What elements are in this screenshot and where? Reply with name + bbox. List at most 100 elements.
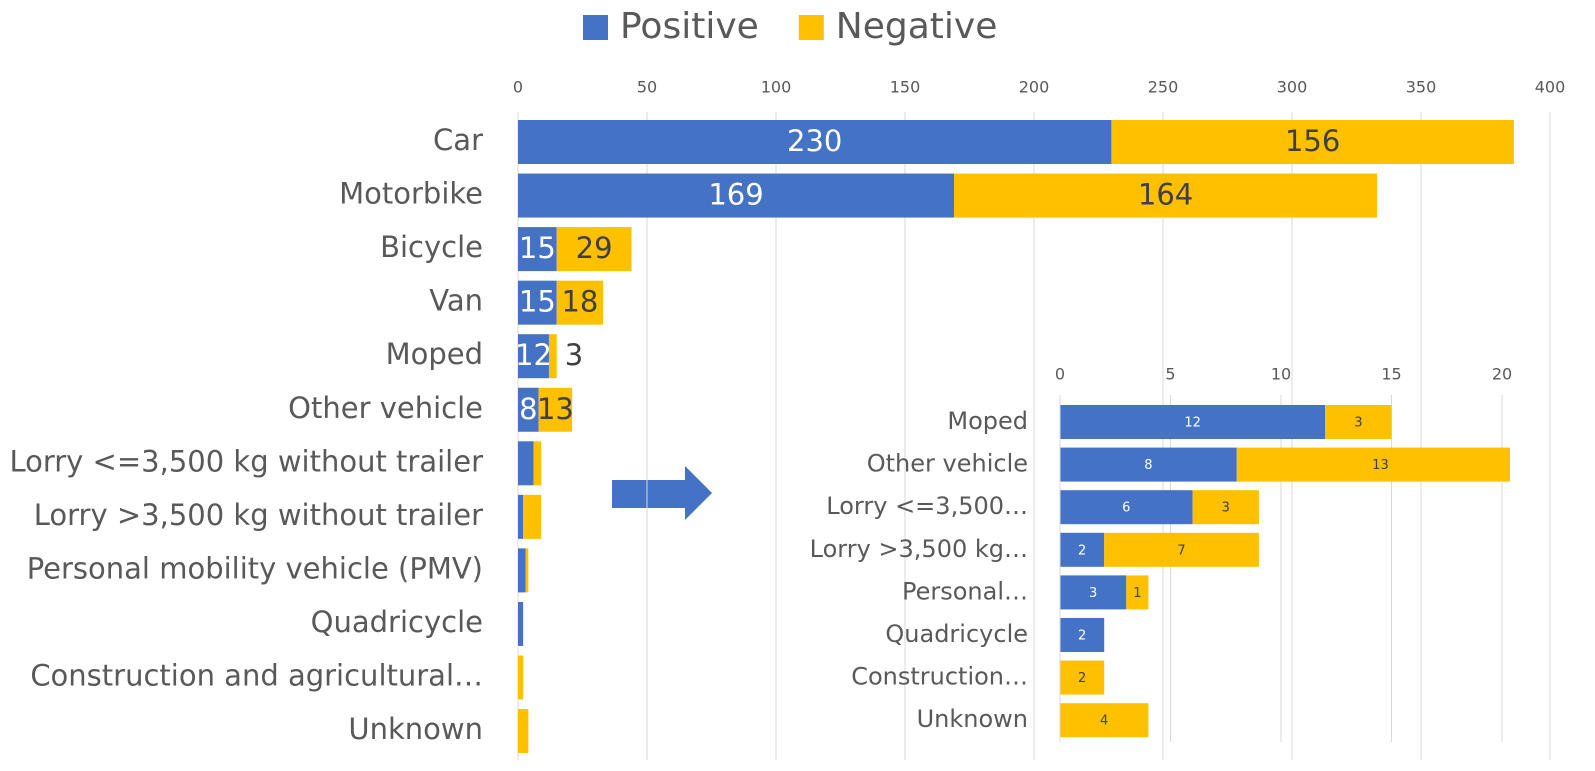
bar-segment (525, 548, 529, 593)
data-label: 29 (576, 231, 613, 265)
bar-segment (518, 601, 524, 646)
bar-segment (1060, 703, 1149, 738)
bar-segment (518, 494, 524, 539)
category-label: Unknown (348, 712, 483, 746)
category-label: Motorbike (339, 177, 483, 211)
category-label: Quadricycle (885, 620, 1028, 648)
data-label: 15 (519, 231, 556, 265)
data-label: 2 (1078, 671, 1086, 686)
legend: Positive Negative (583, 6, 997, 47)
data-label: 8 (519, 392, 537, 426)
bar-segment (518, 173, 955, 218)
bar-segment (1060, 532, 1105, 567)
bar-segment (518, 709, 529, 754)
bar-segment (1060, 660, 1105, 695)
data-label: 12 (1184, 416, 1201, 431)
data-label: 15 (519, 285, 556, 319)
bar-segment (1060, 575, 1127, 610)
data-label: 1 (1133, 586, 1141, 601)
bar-segment (1060, 447, 1237, 482)
data-label: 18 (561, 285, 598, 319)
category-label: Personal… (902, 577, 1028, 605)
bar-segment (518, 120, 1112, 164)
bar-segment (1236, 447, 1510, 482)
data-label: 7 (1177, 543, 1185, 558)
bar-segment (1325, 405, 1392, 439)
data-label: 6 (1122, 501, 1130, 516)
bar-segment (518, 227, 557, 272)
category-label: Lorry <=3,500… (826, 492, 1028, 520)
data-label: 13 (537, 392, 574, 426)
data-label: 169 (708, 178, 763, 212)
data-label: 164 (1138, 178, 1193, 212)
category-label: Unknown (917, 705, 1028, 733)
category-label: Quadricycle (311, 605, 483, 639)
x-tick-label: 10 (1271, 365, 1291, 384)
legend-swatch (798, 15, 824, 40)
data-label: 3 (565, 338, 583, 372)
bar-segment (548, 334, 557, 379)
data-label: 12 (515, 338, 552, 372)
bar-segment (1126, 575, 1149, 610)
data-label: 3 (1089, 586, 1097, 601)
data-label: 4 (1100, 714, 1108, 729)
bar-segment (518, 441, 534, 486)
category-label: Bicycle (380, 230, 483, 264)
category-label: Other vehicle (288, 391, 483, 425)
bar-segment (538, 387, 573, 432)
x-tick-label: 300 (1277, 78, 1308, 97)
category-label: Lorry <=3,500 kg without trailer (9, 444, 483, 478)
bar-segment (518, 655, 524, 700)
category-label: Construction… (851, 663, 1028, 691)
bar-segment (1104, 532, 1259, 567)
legend-swatch (583, 15, 608, 40)
category-label: Lorry >3,500 kg without trailer (34, 498, 483, 532)
x-tick-label: 200 (1019, 78, 1050, 97)
bar-segment (1060, 618, 1105, 652)
bar-segment (556, 280, 604, 325)
x-tick-label: 0 (1055, 365, 1065, 384)
bar-segment (556, 227, 632, 272)
bar-segment (518, 280, 557, 325)
x-tick-label: 0 (513, 78, 523, 97)
category-label: Moped (947, 407, 1028, 435)
legend-label: Negative (836, 6, 998, 47)
bar-segment (533, 441, 542, 486)
bar-segment (954, 173, 1378, 218)
bar-segment (518, 334, 549, 379)
x-tick-label: 5 (1165, 365, 1175, 384)
category-label: Personal mobility vehicle (PMV) (27, 551, 483, 585)
category-label: Lorry >3,500 kg… (810, 535, 1028, 563)
category-label: Moped (386, 337, 483, 371)
data-label: 230 (787, 124, 842, 158)
legend-label: Positive (620, 6, 759, 47)
data-label: 3 (1354, 416, 1362, 431)
category-label: Van (429, 284, 483, 318)
category-label: Other vehicle (867, 450, 1028, 478)
category-label: Construction and agricultural… (30, 659, 483, 693)
x-tick-label: 250 (1148, 78, 1179, 97)
bar-segment (523, 494, 542, 539)
x-tick-label: 150 (890, 78, 921, 97)
x-tick-label: 350 (1406, 78, 1437, 97)
data-label: 3 (1222, 501, 1230, 516)
bar-segment (1192, 490, 1259, 525)
x-tick-label: 15 (1381, 365, 1401, 384)
data-label: 13 (1372, 458, 1389, 473)
x-tick-label: 400 (1535, 78, 1566, 97)
bar-segment (1060, 405, 1326, 439)
bar-segment (1060, 490, 1193, 525)
data-label: 8 (1144, 458, 1152, 473)
x-tick-label: 100 (761, 78, 792, 97)
x-tick-label: 20 (1492, 365, 1512, 384)
bar-segment (518, 387, 539, 432)
arrow (612, 466, 712, 520)
x-tick-label: 50 (637, 78, 657, 97)
data-label: 156 (1285, 124, 1340, 158)
data-label: 2 (1078, 543, 1086, 558)
category-label: Car (433, 123, 483, 157)
bar-segment (1111, 120, 1514, 164)
